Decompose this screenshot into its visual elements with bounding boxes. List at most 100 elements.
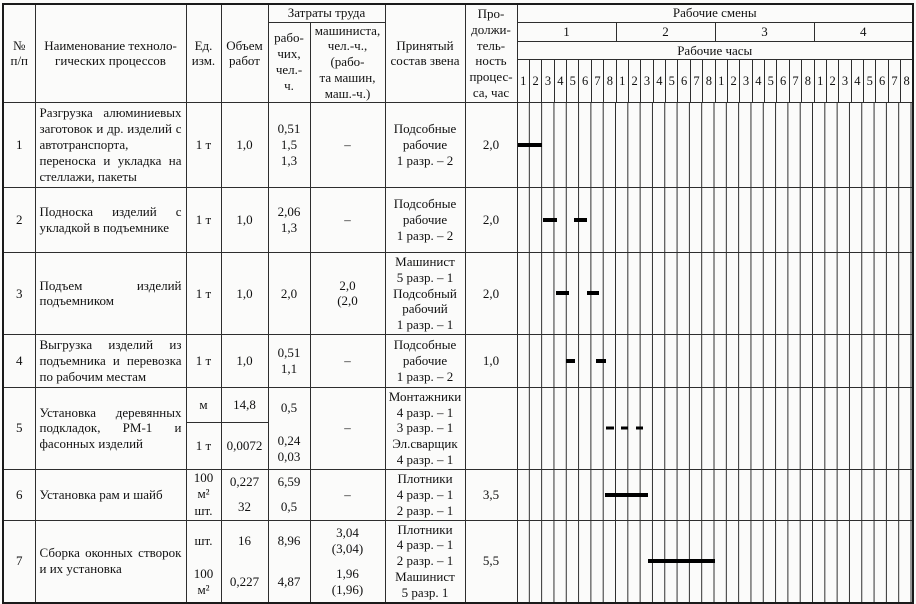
process-name: Установка рам и шайб xyxy=(34,468,187,521)
crew-cell: Плотники 4 разр. – 1 2 разр. – 1 Машинис… xyxy=(384,519,466,604)
hour-cell: 7 xyxy=(887,59,902,103)
volume-cell-part: 16 xyxy=(238,532,251,548)
hour-cell: 7 xyxy=(590,59,605,103)
volume-cell: 1,0 xyxy=(220,334,269,388)
volume-cell-part: 14,8 xyxy=(222,388,267,424)
header-labor-group: Затраты труда xyxy=(267,3,386,23)
crew-cell: Подсобные рабочие 1 разр. – 2 xyxy=(384,334,466,388)
unit-cell-part: 1 т xyxy=(195,438,212,454)
gantt-bar xyxy=(573,217,588,222)
row-num: 3 xyxy=(2,251,36,336)
unit-cell: м 1 т xyxy=(185,386,222,470)
hour-cell: 6 xyxy=(578,59,592,103)
hour-cell: 5 xyxy=(862,59,877,103)
workers-hours-cell: 0,51 1,5 1,3 xyxy=(267,101,311,188)
hour-cell: 2 xyxy=(528,59,543,103)
workers-hours-cell: 2,0 xyxy=(267,251,311,336)
workers-hours-cell-part: 8,96 xyxy=(277,532,301,548)
duration-cell: 2,0 xyxy=(464,186,518,253)
process-name: Подъем изделий подъемником xyxy=(34,251,187,336)
table-row: 6 Установка рам и шайб 100 м² шт. 0,227 32 6,5… xyxy=(2,468,914,521)
unit-cell: 1 т xyxy=(185,251,222,336)
hour-cell: 8 xyxy=(900,59,914,103)
unit-cell: 100 м² шт. xyxy=(185,468,222,521)
gantt-bar xyxy=(555,291,569,296)
workers-hours-cell: 6,59 0,5 xyxy=(267,468,311,521)
hour-cell: 3 xyxy=(640,59,654,103)
unit-cell: шт. 100 м² xyxy=(185,519,222,604)
machinist-hours-cell: – xyxy=(309,186,386,253)
duration-cell: 3,5 xyxy=(464,468,518,521)
volume-cell: 16 0,227 xyxy=(220,519,269,604)
unit-cell: 1 т xyxy=(185,186,222,253)
workers-hours-cell: 0,5 0,24 0,03 xyxy=(267,386,311,470)
shift-cell-4: 4 xyxy=(813,21,914,43)
row-num: 5 xyxy=(2,386,36,470)
workers-hours-cell-part: 6,59 xyxy=(277,474,301,490)
table-body: 1 Разгрузка алюминиевых заготовок и др. и… xyxy=(2,101,914,604)
table-row: 3 Подъем изделий подъемником 1 т 1,0 2,0 2,0 … xyxy=(2,251,914,336)
hour-cell: 1 xyxy=(516,59,530,103)
gantt-bar xyxy=(518,142,543,147)
header-num: № п/п xyxy=(2,3,36,103)
shift-cell-1: 1 xyxy=(516,21,617,43)
volume-cell: 1,0 xyxy=(220,186,269,253)
hour-cell: 5 xyxy=(664,59,679,103)
hour-cell: 5 xyxy=(763,59,778,103)
unit-cell-part: шт. xyxy=(194,502,213,518)
crew-cell: Подсобные рабочие 1 разр. – 2 xyxy=(384,186,466,253)
table-row: 2 Подноска изделий с укладкой в подъемник… xyxy=(2,186,914,253)
header-volume: Объем работ xyxy=(220,3,269,103)
gantt-bar xyxy=(565,358,576,363)
hour-cell: 6 xyxy=(875,59,889,103)
header-duration: Про- должи- тель- ность процес- са, час xyxy=(464,3,518,103)
hour-cell: 1 xyxy=(714,59,728,103)
machinist-hours-cell: – xyxy=(309,334,386,388)
header-process: Наименование техноло- гических процессов xyxy=(34,3,187,103)
machinist-hours-cell: – xyxy=(309,468,386,521)
volume-cell: 1,0 xyxy=(220,251,269,336)
duration-cell: 2,0 xyxy=(464,251,518,336)
row-num: 1 xyxy=(2,101,36,188)
gantt-bar xyxy=(595,358,606,363)
volume-cell-part: 0,227 xyxy=(229,474,260,490)
unit-cell-part: 100 м² xyxy=(193,469,214,501)
header-hours-group: Рабочие часы xyxy=(516,41,914,61)
gantt-bar xyxy=(648,559,716,564)
process-name: Сборка оконных створок и их установка xyxy=(34,519,187,604)
duration-cell: 2,0 xyxy=(464,101,518,188)
row-num: 4 xyxy=(2,334,36,388)
unit-cell-part: м xyxy=(187,388,220,424)
hour-cell: 4 xyxy=(652,59,667,103)
machinist-hours-cell: 3,04 (3,04) 1,96 (1,96) xyxy=(309,519,386,604)
crew-cell: Плотники 4 разр. – 1 2 разр. – 1 xyxy=(384,468,466,521)
table-row: 5 Установка деревянных подкладок, РМ-1 и … xyxy=(2,386,914,470)
hour-cell: 3 xyxy=(739,59,753,103)
process-name: Разгрузка алюминиевых заготовок и др. из… xyxy=(34,101,187,188)
duration-cell: 1,0 xyxy=(464,334,518,388)
gantt-cell xyxy=(516,186,914,253)
machinist-hours-cell: – xyxy=(309,386,386,470)
volume-cell: 1,0 xyxy=(220,101,269,188)
duration-cell xyxy=(464,386,518,470)
gantt-cell xyxy=(516,519,914,604)
gantt-bar xyxy=(635,426,643,430)
machinist-hours-cell: 2,0 (2,0 xyxy=(309,251,386,336)
unit-cell: 1 т xyxy=(185,334,222,388)
header-crew: Принятый состав звена xyxy=(384,3,466,103)
hour-cell: 8 xyxy=(801,59,815,103)
header-machinist: машиниста, чел.-ч., (рабо- та машин, маш… xyxy=(309,21,386,103)
gantt-bar xyxy=(605,492,649,497)
gantt-bar xyxy=(621,426,628,430)
volume-cell-part: 32 xyxy=(238,499,251,515)
gantt-bar xyxy=(587,291,599,296)
crew-cell: Монтажники 4 разр. – 1 3 разр. – 1 Эл.св… xyxy=(384,386,466,470)
hour-cell: 4 xyxy=(751,59,766,103)
gantt-cell xyxy=(516,386,914,470)
table-row: 7 Сборка оконных створок и их установка шт… xyxy=(2,519,914,604)
header-unit: Ед. изм. xyxy=(185,3,222,103)
hour-cell: 3 xyxy=(541,59,555,103)
hour-cell: 1 xyxy=(813,59,827,103)
volume-cell: 0,227 32 xyxy=(220,468,269,521)
work-schedule-table: № п/п Наименование техноло- гических про… xyxy=(2,3,914,604)
